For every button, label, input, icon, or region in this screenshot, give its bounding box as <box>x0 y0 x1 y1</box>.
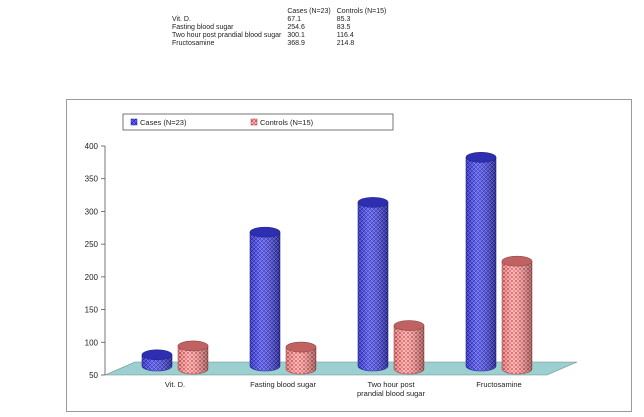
table-header-controls: Controls (N=15) <box>336 8 387 15</box>
bar-chart: 50 100 150 200 250 300 350 400 Vit. D. Fasting b… <box>85 113 578 398</box>
table-row: Fructosamine 368.9 214.8 <box>172 40 392 48</box>
bar-shading <box>250 232 280 371</box>
legend-swatch <box>250 118 258 126</box>
x-tick-label: Two hour post <box>367 380 415 389</box>
table-cell-controls: 214.8 <box>336 40 355 47</box>
bar-shading <box>466 157 496 371</box>
table-cell-controls: 116.4 <box>336 32 354 39</box>
table-cell-cases: 300.1 <box>287 32 305 39</box>
table-cell-cases: 67.1 <box>287 16 301 23</box>
legend-swatch <box>130 118 138 126</box>
bar-top <box>141 349 173 361</box>
table-row-label: Two hour post prandial blood sugar <box>172 32 282 39</box>
legend-label: Cases (N=23) <box>140 118 187 127</box>
bar-cases <box>465 152 497 372</box>
bar-shading <box>358 202 388 371</box>
x-tick-label: Fructosamine <box>476 380 521 389</box>
bar-controls <box>285 341 317 375</box>
table-cell-controls: 83.5 <box>336 24 351 31</box>
bar-controls <box>393 320 425 375</box>
y-tick-label: 400 <box>85 142 99 151</box>
bar-top <box>393 320 425 331</box>
bar-top <box>501 255 533 267</box>
x-tick-label: prandial blood sugar <box>357 389 425 398</box>
bar-cases <box>357 197 389 372</box>
bar-top <box>177 340 209 352</box>
table-cell-cases: 254.6 <box>287 24 305 31</box>
bar-controls <box>501 255 533 375</box>
bar-cases <box>141 349 173 372</box>
x-tick-label: Vit. D. <box>165 380 185 389</box>
legend-box <box>122 113 394 131</box>
table-header-row: Cases (N=23) Controls (N=15) <box>172 8 392 16</box>
bar-shading <box>502 261 532 374</box>
chart-frame: 50 100 150 200 250 300 350 400 Vit. D. Fasting b… <box>66 99 632 412</box>
legend-label: Controls (N=15) <box>260 118 314 127</box>
table-row-label: Fasting blood sugar <box>172 24 234 31</box>
table-row: Fasting blood sugar 254.6 83.5 <box>172 24 392 32</box>
y-tick-label: 350 <box>85 175 99 184</box>
chart-floor <box>104 361 578 376</box>
bar-shading <box>286 347 316 374</box>
bar-controls <box>177 340 209 375</box>
bar-shading <box>178 345 208 374</box>
y-tick-label: 50 <box>89 371 98 380</box>
bar-top <box>357 197 389 208</box>
table-cell-controls: 85.3 <box>336 16 351 23</box>
y-tick-label: 250 <box>85 240 99 249</box>
bar-top <box>249 226 281 238</box>
table-row: Two hour post prandial blood sugar 300.1… <box>172 32 392 40</box>
y-tick-label: 150 <box>85 306 99 315</box>
table-row-label: Vit. D. <box>172 16 191 23</box>
data-table: Cases (N=23) Controls (N=15) Vit. D. 67.… <box>172 8 392 48</box>
table-cell-cases: 368.9 <box>287 40 305 47</box>
x-tick-label: Fasting blood sugar <box>250 380 316 389</box>
table-header-blank <box>172 8 287 16</box>
bar-top <box>465 152 497 163</box>
bar-shading <box>394 325 424 374</box>
table-row-label: Fructosamine <box>172 40 215 47</box>
y-tick-label: 100 <box>85 338 99 347</box>
bar-cases <box>249 226 281 372</box>
table-row: Vit. D. 67.1 85.3 <box>172 16 392 24</box>
y-tick-label: 200 <box>85 273 99 282</box>
bar-top <box>285 341 317 353</box>
y-tick-label: 300 <box>85 207 99 216</box>
table-header-cases: Cases (N=23) <box>287 8 331 15</box>
